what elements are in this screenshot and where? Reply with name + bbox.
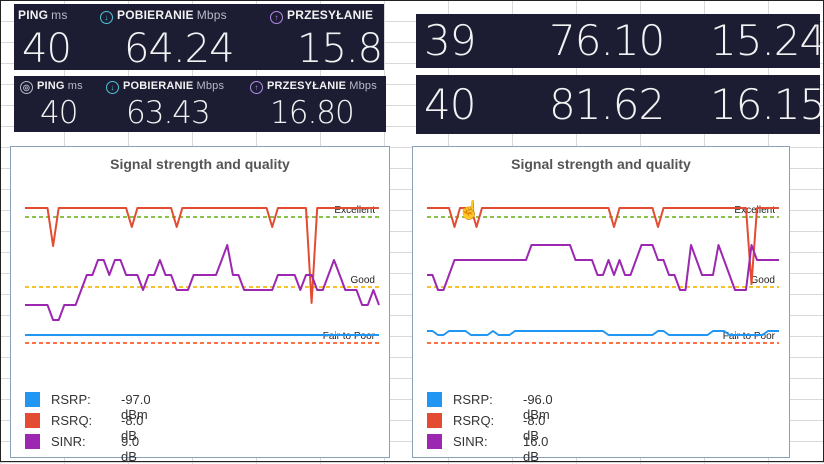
ping-value: 40 — [424, 80, 476, 129]
download-arrow-icon: ↓ — [106, 81, 119, 94]
signal-chart-left: Signal strength and quality Excellent Go… — [10, 146, 390, 464]
ping-label: PING — [37, 80, 65, 92]
signal-chart-left-plot: Signal strength and quality Excellent Go… — [25, 156, 380, 344]
threshold-label-good: Good — [351, 275, 375, 286]
legend-swatch-rsrq — [427, 413, 442, 428]
legend-value: -97.0 dBm — [121, 392, 151, 422]
download-arrow-icon: ↓ — [100, 11, 113, 24]
threshold-label-good: Good — [751, 275, 775, 286]
ping-value: 39 — [424, 16, 476, 65]
signal-chart-right-plot: Signal strength and quality Excellent Go… — [427, 156, 779, 344]
ping-icon: ◎ — [20, 81, 33, 94]
chart-title: Signal strength and quality — [511, 156, 691, 172]
sinr-series-line — [427, 244, 779, 291]
legend-swatch-sinr — [427, 434, 442, 449]
ping-unit: ms — [51, 8, 68, 22]
legend-swatch-rsrp — [25, 392, 40, 407]
upload-label: PRZESYŁANIE — [287, 8, 374, 22]
upload-arrow-icon: ↑ — [250, 81, 263, 94]
ping-unit: ms — [67, 80, 83, 92]
download-value: 63.43 — [126, 95, 211, 131]
hand-pointer-cursor-icon: ☝ — [458, 200, 481, 220]
legend-label: SINR: — [51, 434, 86, 449]
legend-swatch-sinr — [25, 434, 40, 449]
download-label: POBIERANIE — [123, 80, 194, 92]
upload-header: ↑ PRZESYŁANIE — [270, 8, 373, 24]
upload-header: ↑ PRZESYŁANIE Mbps — [250, 80, 377, 94]
legend-label: SINR: — [453, 434, 488, 449]
legend-value: -8.0 dB — [523, 413, 546, 443]
threshold-label-excellent: Excellent — [734, 205, 775, 216]
upload-label: PRZESYŁANIE — [267, 80, 347, 92]
chart-title: Signal strength and quality — [110, 156, 290, 172]
legend-label: RSRQ: — [453, 413, 495, 428]
threshold-label-excellent: Excellent — [334, 205, 375, 216]
threshold-label-fair: Fair to Poor — [323, 331, 376, 342]
speedtest-result-bottom-right: 40 81.62 16.15 — [416, 75, 820, 134]
download-unit: Mbps — [196, 8, 227, 22]
rsrq-series-line — [25, 207, 379, 304]
legend-value: -8.0 dB — [121, 413, 144, 443]
legend-value: 16.0 dB — [523, 434, 549, 464]
ping-header: ◎ PING ms — [20, 80, 83, 94]
threshold-label-fair: Fair to Poor — [723, 331, 776, 342]
download-unit: Mbps — [196, 80, 225, 92]
ping-value: 40 — [22, 26, 72, 70]
download-header: ↓ POBIERANIE Mbps — [106, 80, 224, 94]
legend-value: 9.0 dB — [121, 434, 140, 464]
signal-chart-right: Signal strength and quality Excellent Go… — [412, 146, 790, 464]
download-header: ↓ POBIERANIE Mbps — [100, 8, 227, 24]
speedtest-result-bottom-left: ◎ PING ms ↓ POBIERANIE Mbps ↑ PRZESYŁANIE Mbps… — [14, 76, 386, 132]
legend-swatch-rsrp — [427, 392, 442, 407]
legend-label: RSRP: — [453, 392, 493, 407]
upload-value: 16.80 — [270, 95, 355, 131]
download-value: 81.62 — [549, 80, 665, 129]
upload-value: 15.24 — [710, 16, 820, 65]
ping-header: PING ms — [18, 8, 68, 22]
ping-label: PING — [18, 8, 49, 22]
speedtest-result-top-left: PING ms ↓ POBIERANIE Mbps ↑ PRZESYŁANIE 40 6… — [14, 4, 384, 70]
download-label: POBIERANIE — [117, 8, 194, 22]
legend-label: RSRP: — [51, 392, 91, 407]
legend-label: RSRQ: — [51, 413, 93, 428]
sinr-series-line — [25, 244, 380, 321]
upload-value: 16.15 — [710, 80, 820, 129]
legend-value: -96.0 dBm — [523, 392, 553, 422]
rsrq-series-line — [427, 207, 779, 285]
upload-value: 15.84 — [297, 26, 384, 70]
legend-swatch-rsrq — [25, 413, 40, 428]
upload-arrow-icon: ↑ — [270, 11, 283, 24]
speedtest-result-top-right: 39 76.10 15.24 — [416, 14, 820, 68]
rsrp-series-line — [427, 330, 779, 336]
download-value: 76.10 — [549, 16, 665, 65]
upload-unit: Mbps — [349, 80, 377, 92]
ping-value: 40 — [40, 95, 78, 131]
download-value: 64.24 — [124, 26, 235, 70]
